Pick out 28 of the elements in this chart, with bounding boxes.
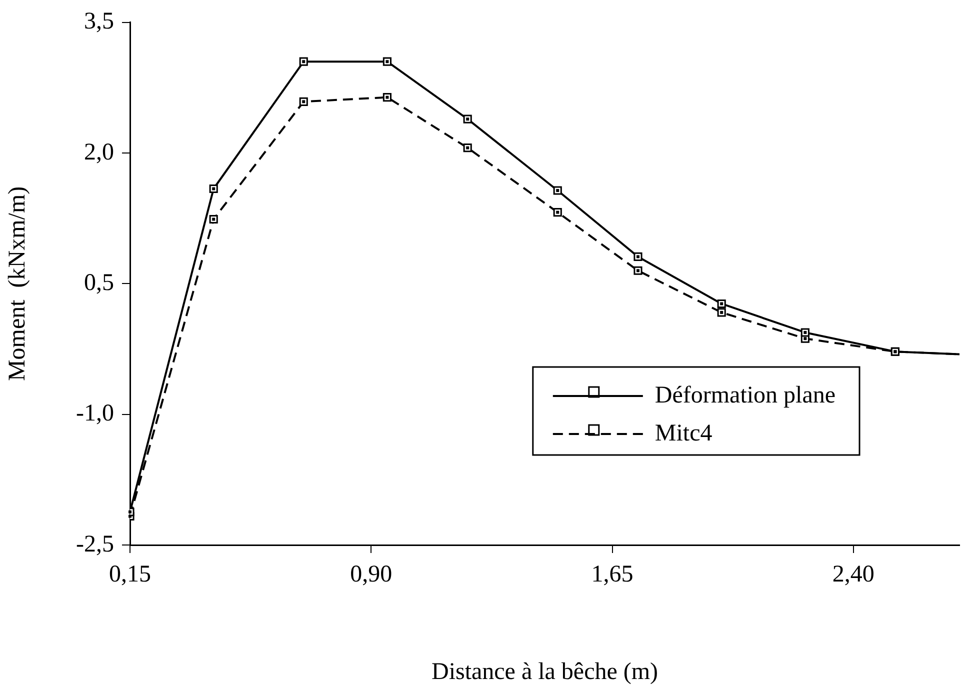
y-tick-label: 2,0 [84,139,114,166]
point [553,208,562,217]
point [299,57,308,66]
x-tick-label: 0,90 [350,562,392,588]
point [717,308,726,317]
point [634,266,642,275]
point [209,214,218,224]
point [717,299,726,308]
x-axis-title: Distance à la bêche (m) [431,658,658,685]
y-axis-title: Moment (kNxm/m) [4,186,31,382]
point [463,144,472,152]
y-tick-label: 3,5 [84,8,114,35]
point [382,93,392,102]
point [382,57,392,66]
x-tick-label: 0,15 [109,562,151,588]
point [209,184,218,194]
point [299,97,308,106]
point [463,114,472,124]
legend-label: Déformation plane [654,382,836,408]
point [634,252,642,261]
point [800,328,810,337]
y-tick-label: 0,5 [84,270,114,296]
legend-label: Mitc4 [654,420,712,446]
y-tick-label: -1,0 [76,400,114,427]
x-tick-label: 1,65 [591,562,634,588]
point [553,186,562,195]
x-tick-label: 2,40 [832,562,874,588]
y-tick-label: -2,5 [76,531,114,558]
